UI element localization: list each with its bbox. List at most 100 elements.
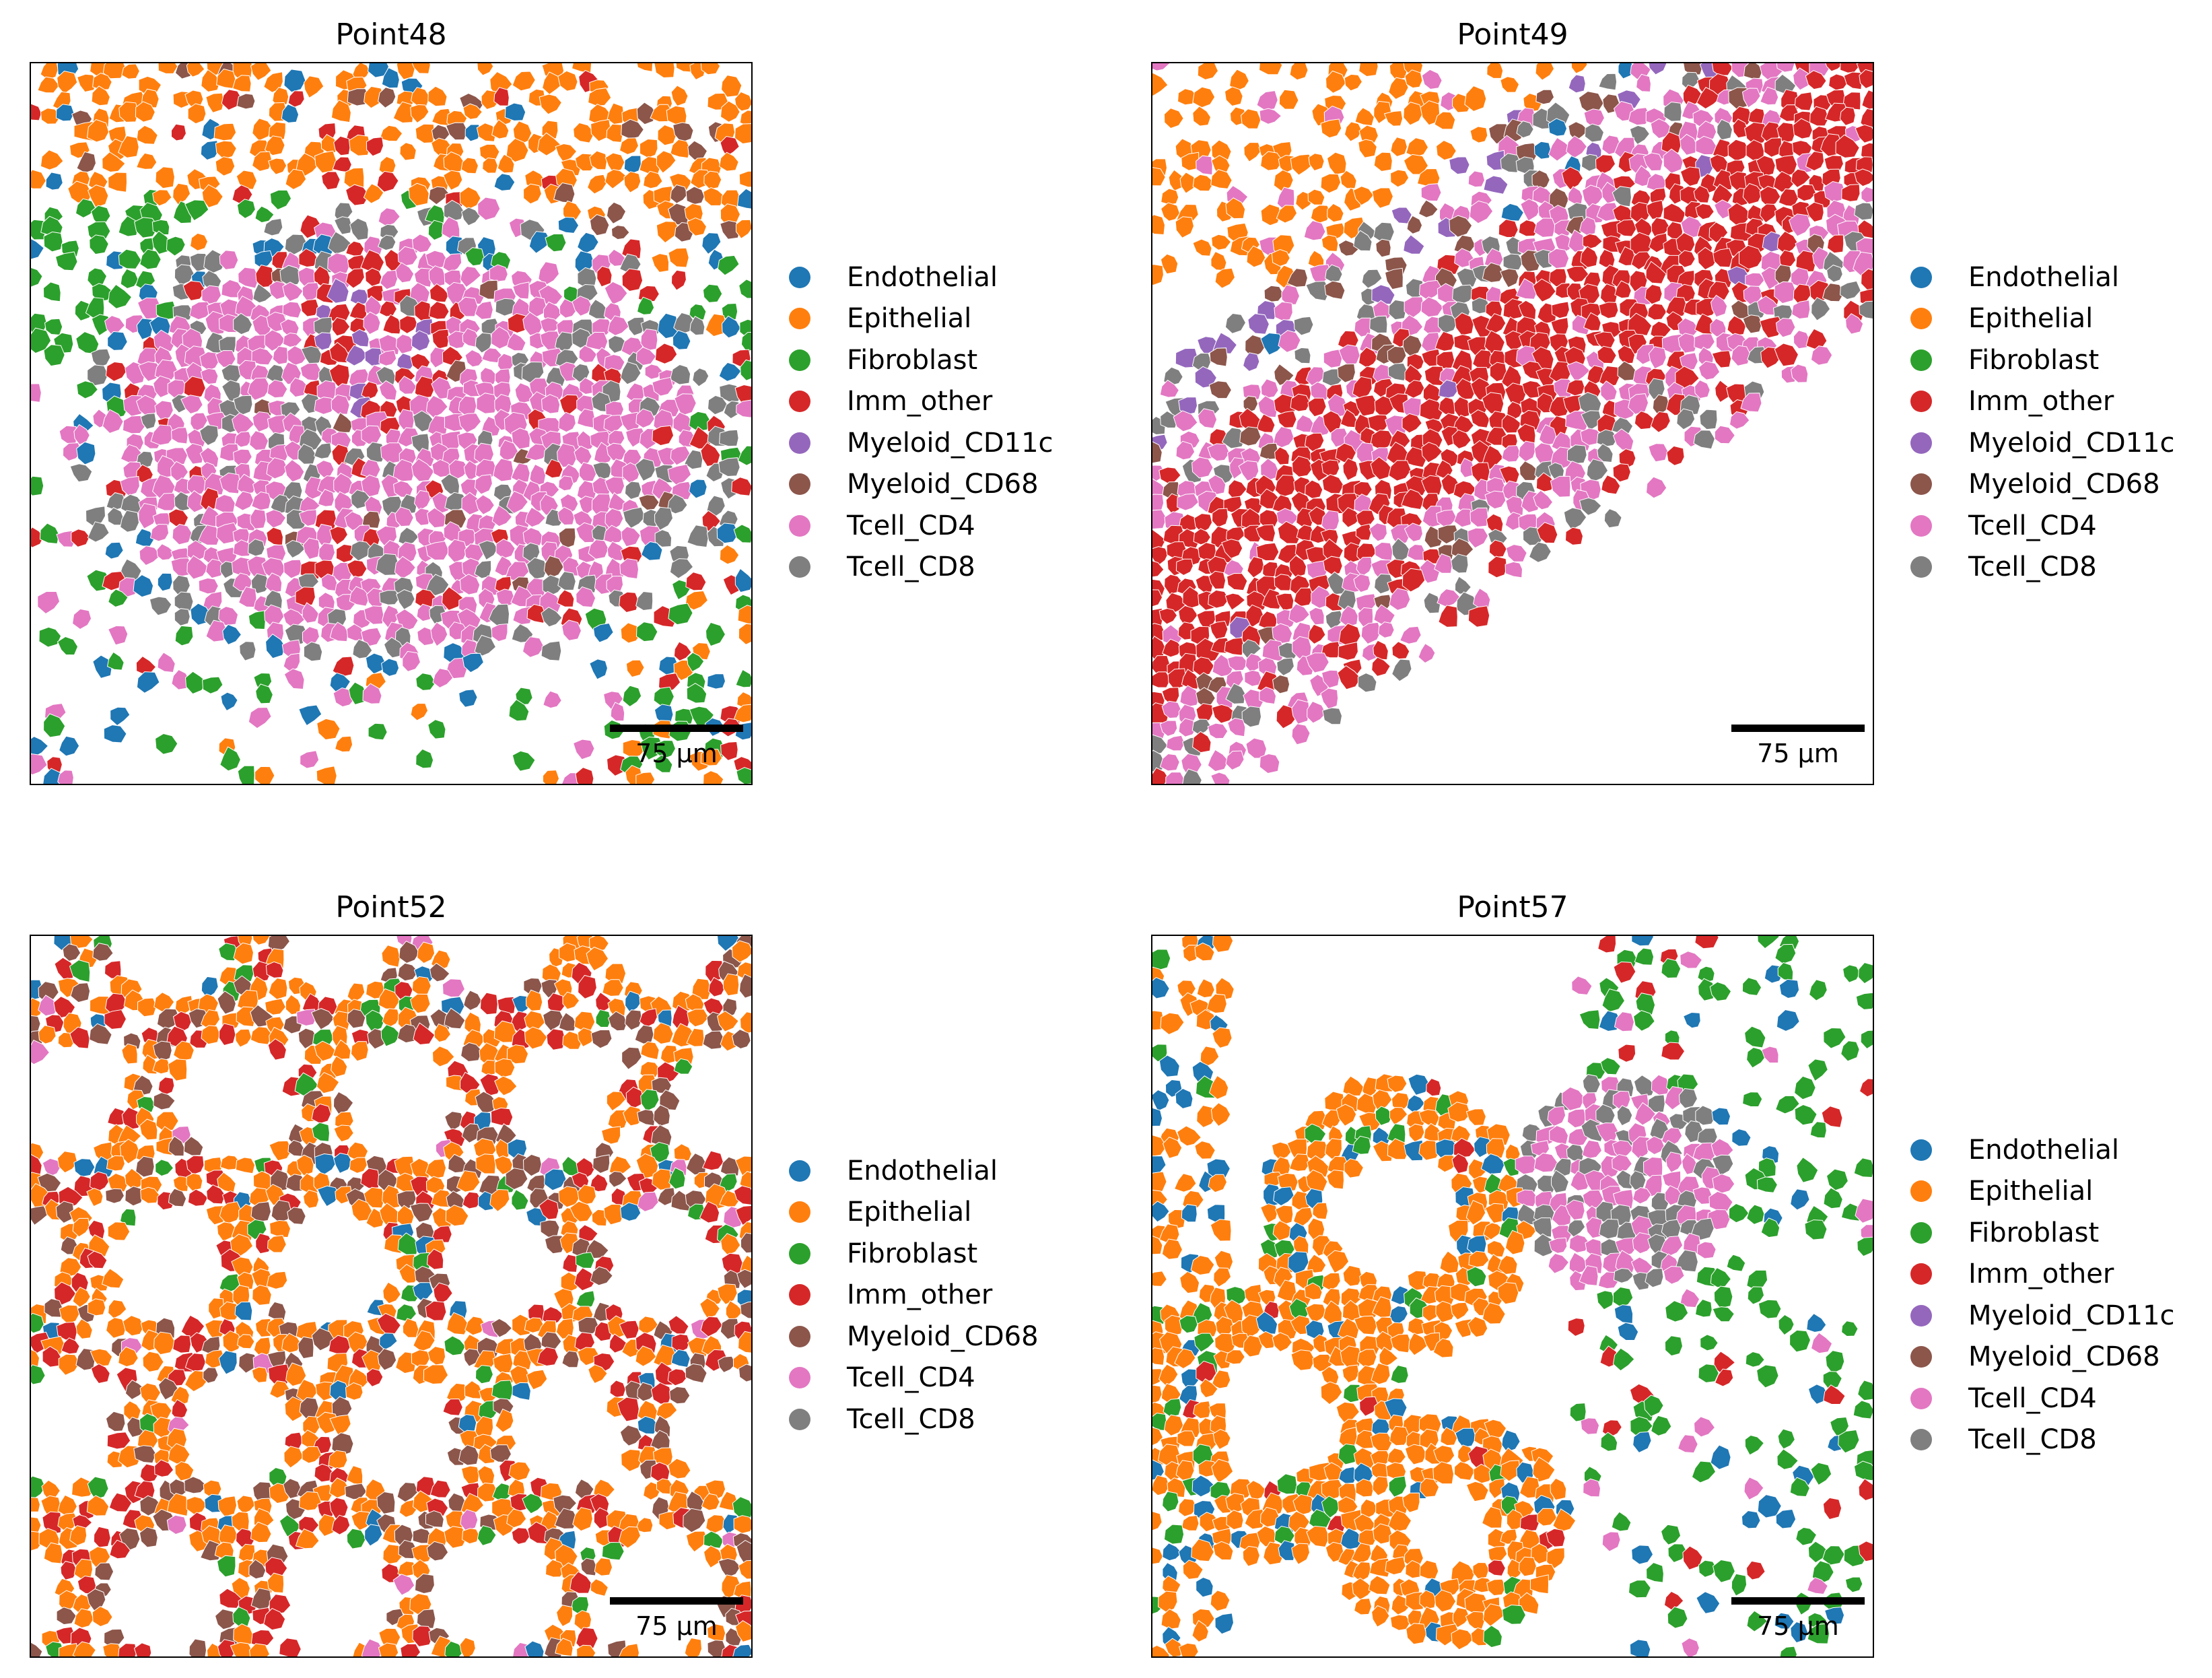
cell-mark (137, 297, 162, 320)
cell-mark (1224, 1349, 1245, 1365)
cell-mark (395, 1304, 417, 1322)
cell-mark (378, 380, 398, 401)
scalebar (1731, 1597, 1865, 1605)
cell-mark (235, 1157, 256, 1174)
cell-mark (133, 574, 154, 598)
legend-item: Epithelial (789, 298, 1053, 340)
cell-mark (1420, 475, 1443, 498)
cell-mark (332, 412, 353, 434)
cell-mark (37, 1172, 62, 1193)
cell-mark (474, 474, 493, 495)
cell-mark (562, 1030, 584, 1050)
cell-mark (1807, 1384, 1828, 1405)
cell-mark (1473, 1463, 1495, 1484)
cell-mark (1694, 379, 1710, 399)
cell-mark (1387, 1447, 1407, 1465)
cell-mark (1173, 1173, 1197, 1193)
cell-mark (125, 1168, 145, 1190)
cell-mark (1293, 316, 1314, 336)
cell-mark (1387, 1510, 1412, 1533)
cell-mark (475, 300, 493, 320)
cell-mark (1255, 542, 1280, 562)
cell-mark (171, 1399, 188, 1421)
cell-mark (345, 268, 365, 289)
cell-mark (184, 671, 208, 695)
cell-mark (233, 1623, 254, 1646)
cell-mark (186, 490, 207, 513)
cell-mark (1391, 659, 1412, 682)
cell-mark (1272, 1332, 1293, 1353)
cell-mark (1271, 248, 1290, 267)
cell-mark (1585, 1217, 1603, 1239)
cell-mark (656, 1478, 674, 1495)
cell-mark (1600, 1432, 1618, 1452)
cell-mark (1210, 169, 1233, 189)
cell-mark (1778, 104, 1799, 122)
cell-mark (733, 524, 751, 543)
cell-mark (1244, 669, 1262, 687)
cell-mark (1152, 1547, 1164, 1565)
cell-mark (1579, 497, 1602, 516)
cell-mark (506, 138, 529, 163)
cell-mark (1555, 282, 1571, 299)
cell-mark (1175, 347, 1199, 368)
cell-mark (1288, 1153, 1311, 1172)
cell-mark (1681, 1638, 1700, 1656)
cell-mark (1774, 1612, 1795, 1630)
cell-mark (1453, 1461, 1476, 1481)
cell-mark (1822, 1545, 1845, 1566)
cell-mark (1387, 1075, 1408, 1093)
cell-mark (635, 408, 656, 429)
cell-mark (1434, 553, 1453, 574)
cell-mark (1599, 365, 1620, 388)
cell-mark (1859, 1078, 1873, 1098)
cell-mark (1692, 1186, 1713, 1205)
cell-mark (1369, 523, 1388, 542)
cell-mark (1698, 1364, 1719, 1383)
cell-mark (733, 1515, 751, 1534)
cell-mark (1276, 657, 1294, 677)
cell-mark (1554, 234, 1574, 254)
cell-mark (1809, 1121, 1827, 1139)
cell-mark (415, 123, 435, 144)
cell-mark (156, 543, 176, 561)
cell-mark (236, 1495, 256, 1514)
cell-mark (1355, 1478, 1375, 1498)
cell-mark (1601, 1531, 1621, 1552)
cell-mark (205, 619, 228, 642)
cell-mark (172, 1176, 189, 1192)
cell-mark (576, 408, 596, 429)
cell-mark (1312, 1202, 1329, 1220)
cell-mark (1373, 222, 1395, 243)
cell-mark (346, 1528, 367, 1549)
cell-mark (1714, 425, 1735, 444)
cell-mark (1179, 1315, 1198, 1334)
cell-mark (1650, 321, 1672, 340)
cell-mark (1214, 1613, 1235, 1635)
cell-mark (300, 750, 320, 769)
cell-mark (1823, 1384, 1846, 1405)
cell-mark (491, 1482, 514, 1502)
legend-marker (789, 308, 810, 330)
cell-mark (426, 1541, 449, 1562)
cell-mark (425, 395, 448, 419)
cell-mark (443, 170, 463, 191)
cell-mark (609, 1155, 632, 1177)
cell-mark (512, 750, 536, 772)
cell-mark (58, 1353, 81, 1376)
cell-mark (558, 527, 576, 549)
legend-item: Myeloid_CD11c (1910, 422, 2175, 464)
cell-mark (200, 368, 219, 385)
cell-mark (248, 1559, 267, 1580)
cell-mark (607, 1011, 627, 1032)
cell-mark (463, 990, 483, 1011)
cell-mark (1357, 1349, 1377, 1368)
cell-mark (1378, 622, 1395, 638)
cell-mark (576, 522, 597, 543)
cell-mark (267, 1235, 287, 1253)
cell-mark (250, 1629, 275, 1648)
cell-mark (1191, 1539, 1214, 1562)
cell-mark (1774, 943, 1797, 964)
cell-mark (1715, 380, 1735, 403)
cell-mark (1550, 1477, 1567, 1501)
